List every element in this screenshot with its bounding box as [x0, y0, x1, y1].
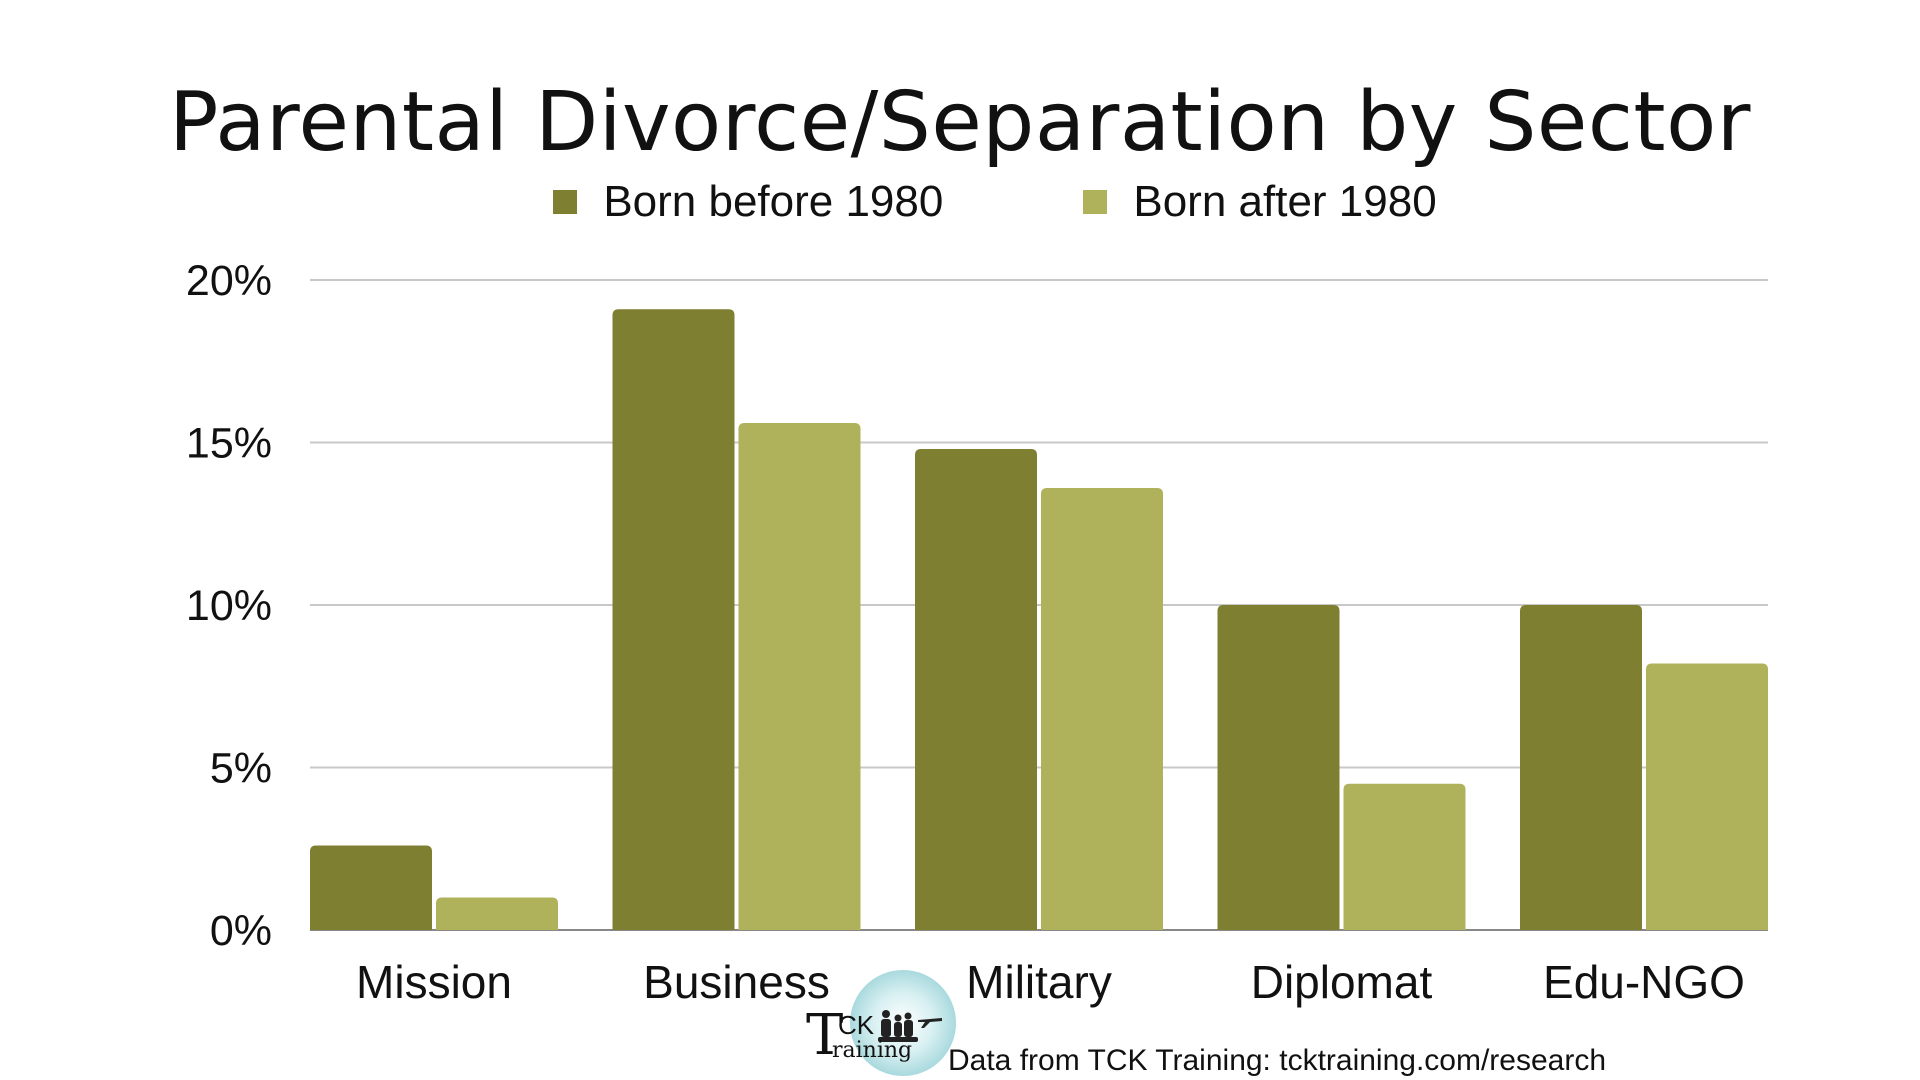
bar-born-before-1980	[310, 845, 432, 930]
x-category-label: Diplomat	[1251, 956, 1433, 1008]
legend-swatch-after	[1083, 190, 1108, 214]
y-tick-label: 10%	[186, 582, 272, 630]
x-category-label: Military	[966, 956, 1112, 1008]
chart-legend: Born before 1980 Born after 1980	[0, 172, 1920, 232]
source-note: Data from TCK Training: tcktraining.com/…	[948, 1044, 1607, 1077]
logo-circle	[850, 970, 956, 1076]
legend-label-before: Born before 1980	[603, 177, 944, 226]
bar-born-before-1980	[915, 449, 1037, 930]
logo-text-ck: CK	[838, 1010, 875, 1040]
x-category-label: Mission	[356, 956, 512, 1008]
x-category-label: Edu-NGO	[1543, 956, 1745, 1008]
y-tick-label: 15%	[186, 420, 272, 468]
bar-born-before-1980	[612, 309, 735, 930]
bar-born-after-1980	[738, 423, 861, 930]
logo-letter-t: T	[806, 1003, 844, 1068]
chart-title: Parental Divorce/Separation by Sector	[169, 75, 1751, 170]
bar-born-after-1980	[1041, 488, 1163, 930]
bar-born-after-1980	[436, 897, 558, 930]
y-tick-label: 0%	[210, 907, 272, 955]
legend-label-after: Born after 1980	[1133, 177, 1437, 226]
tck-training-logo: T CK raining	[806, 970, 956, 1080]
y-tick-label: 20%	[186, 257, 272, 305]
bar-born-before-1980	[1217, 605, 1340, 930]
bar-born-after-1980	[1646, 663, 1768, 930]
legend-item-before: Born before 1980	[483, 172, 943, 232]
bar-born-before-1980	[1520, 605, 1642, 930]
family-airplane-icon	[878, 1010, 942, 1042]
logo-text-raining: raining	[832, 1038, 913, 1063]
legend-swatch-before	[553, 190, 578, 214]
y-tick-label: 5%	[210, 745, 272, 793]
x-category-label: Business	[643, 956, 830, 1008]
bar-born-after-1980	[1343, 783, 1466, 930]
legend-item-after: Born after 1980	[1013, 172, 1437, 232]
